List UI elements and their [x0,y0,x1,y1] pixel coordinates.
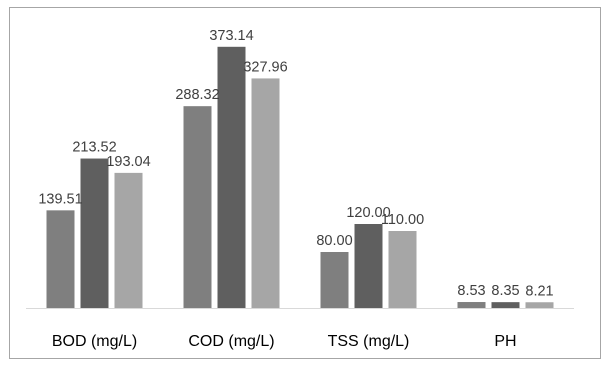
data-label: 8.35 [491,283,519,299]
category-label: TSS (mg/L) [328,333,410,350]
bar [114,172,143,308]
bars-group [46,46,554,309]
bar [183,106,212,309]
data-label: 80.00 [316,233,352,249]
data-label: 110.00 [381,212,424,228]
data-label: 193.04 [106,154,150,170]
bar [80,158,109,308]
bar [320,252,349,308]
data-label: 8.53 [457,283,485,299]
bar [525,302,554,308]
data-label: 8.21 [525,283,553,299]
data-label: 288.32 [175,87,219,103]
bar [46,210,75,308]
data-label: 120.00 [346,205,390,221]
data-label: 213.52 [72,140,116,156]
category-label: BOD (mg/L) [52,333,137,350]
category-labels-group: BOD (mg/L) COD (mg/L) TSS (mg/L) PH [52,333,517,350]
category-label: PH [494,333,516,350]
bar [388,231,417,308]
data-label: 373.14 [209,28,253,44]
data-label: 327.96 [243,59,287,75]
bar [251,78,280,308]
bar [491,302,520,308]
bar [457,302,486,308]
bar [217,46,246,308]
bar [354,224,383,308]
category-label: COD (mg/L) [188,333,274,350]
data-label: 139.51 [38,191,82,207]
